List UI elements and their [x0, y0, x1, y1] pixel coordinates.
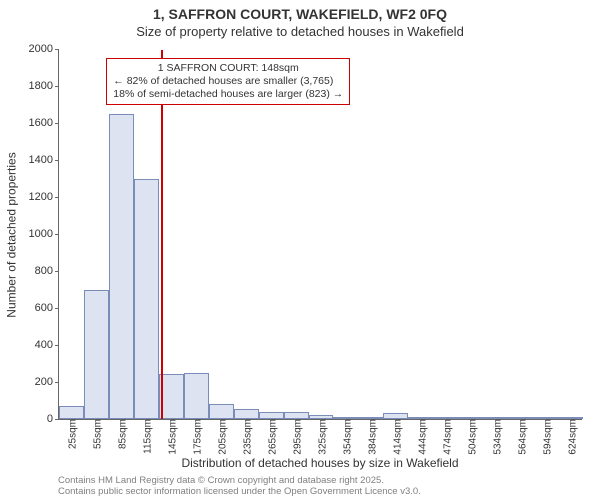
- x-tick: 504sqm: [463, 419, 478, 455]
- histogram-bar: [134, 179, 159, 420]
- x-tick: 564sqm: [513, 419, 528, 455]
- chart-container: 1, SAFFRON COURT, WAKEFIELD, WF2 0FQ Siz…: [0, 0, 600, 500]
- y-tick: 0: [47, 413, 59, 425]
- x-tick: 235sqm: [239, 419, 254, 455]
- x-tick: 265sqm: [264, 419, 279, 455]
- x-tick: 354sqm: [338, 419, 353, 455]
- y-tick: 800: [35, 265, 59, 277]
- x-tick: 175sqm: [189, 419, 204, 455]
- y-tick: 1000: [29, 228, 59, 240]
- annotation-line1: 1 SAFFRON COURT: 148sqm: [113, 62, 343, 75]
- y-axis-label: Number of detached properties: [4, 50, 20, 420]
- x-tick: 325sqm: [314, 419, 329, 455]
- y-tick: 1600: [29, 117, 59, 129]
- x-tick: 474sqm: [438, 419, 453, 455]
- chart-title-line1: 1, SAFFRON COURT, WAKEFIELD, WF2 0FQ: [0, 6, 600, 22]
- x-axis-label: Distribution of detached houses by size …: [58, 456, 582, 470]
- x-tick: 624sqm: [563, 419, 578, 455]
- y-tick: 1800: [29, 80, 59, 92]
- histogram-bar: [84, 290, 109, 420]
- plot-area: 020040060080010001200140016001800200025s…: [58, 50, 582, 420]
- x-tick: 115sqm: [139, 419, 154, 454]
- histogram-bar: [184, 373, 209, 419]
- y-tick: 200: [35, 376, 59, 388]
- chart-title-line2: Size of property relative to detached ho…: [0, 24, 600, 39]
- x-tick: 594sqm: [538, 419, 553, 455]
- x-tick: 145sqm: [164, 419, 179, 455]
- histogram-bar: [259, 412, 284, 419]
- annotation-line2: ← 82% of detached houses are smaller (3,…: [113, 75, 343, 88]
- y-tick: 600: [35, 302, 59, 314]
- marker-annotation: 1 SAFFRON COURT: 148sqm ← 82% of detache…: [106, 58, 350, 105]
- x-tick: 205sqm: [214, 419, 229, 455]
- footer-line2: Contains public sector information licen…: [58, 487, 421, 498]
- x-tick: 384sqm: [363, 419, 378, 455]
- x-tick: 25sqm: [64, 419, 79, 449]
- footer-attribution: Contains HM Land Registry data © Crown c…: [58, 476, 421, 498]
- histogram-bar: [284, 412, 309, 419]
- x-tick: 444sqm: [413, 419, 428, 455]
- y-tick: 2000: [29, 43, 59, 55]
- annotation-line3: 18% of semi-detached houses are larger (…: [113, 88, 343, 101]
- histogram-bar: [234, 409, 259, 419]
- x-tick: 55sqm: [89, 419, 104, 449]
- x-tick: 85sqm: [114, 419, 129, 449]
- histogram-bar: [209, 404, 234, 419]
- histogram-bar: [59, 406, 84, 419]
- y-tick: 1400: [29, 154, 59, 166]
- x-tick: 534sqm: [488, 419, 503, 455]
- y-tick: 1200: [29, 191, 59, 203]
- x-tick: 414sqm: [388, 419, 403, 455]
- histogram-bar: [109, 114, 134, 419]
- x-tick: 295sqm: [289, 419, 304, 455]
- y-tick: 400: [35, 339, 59, 351]
